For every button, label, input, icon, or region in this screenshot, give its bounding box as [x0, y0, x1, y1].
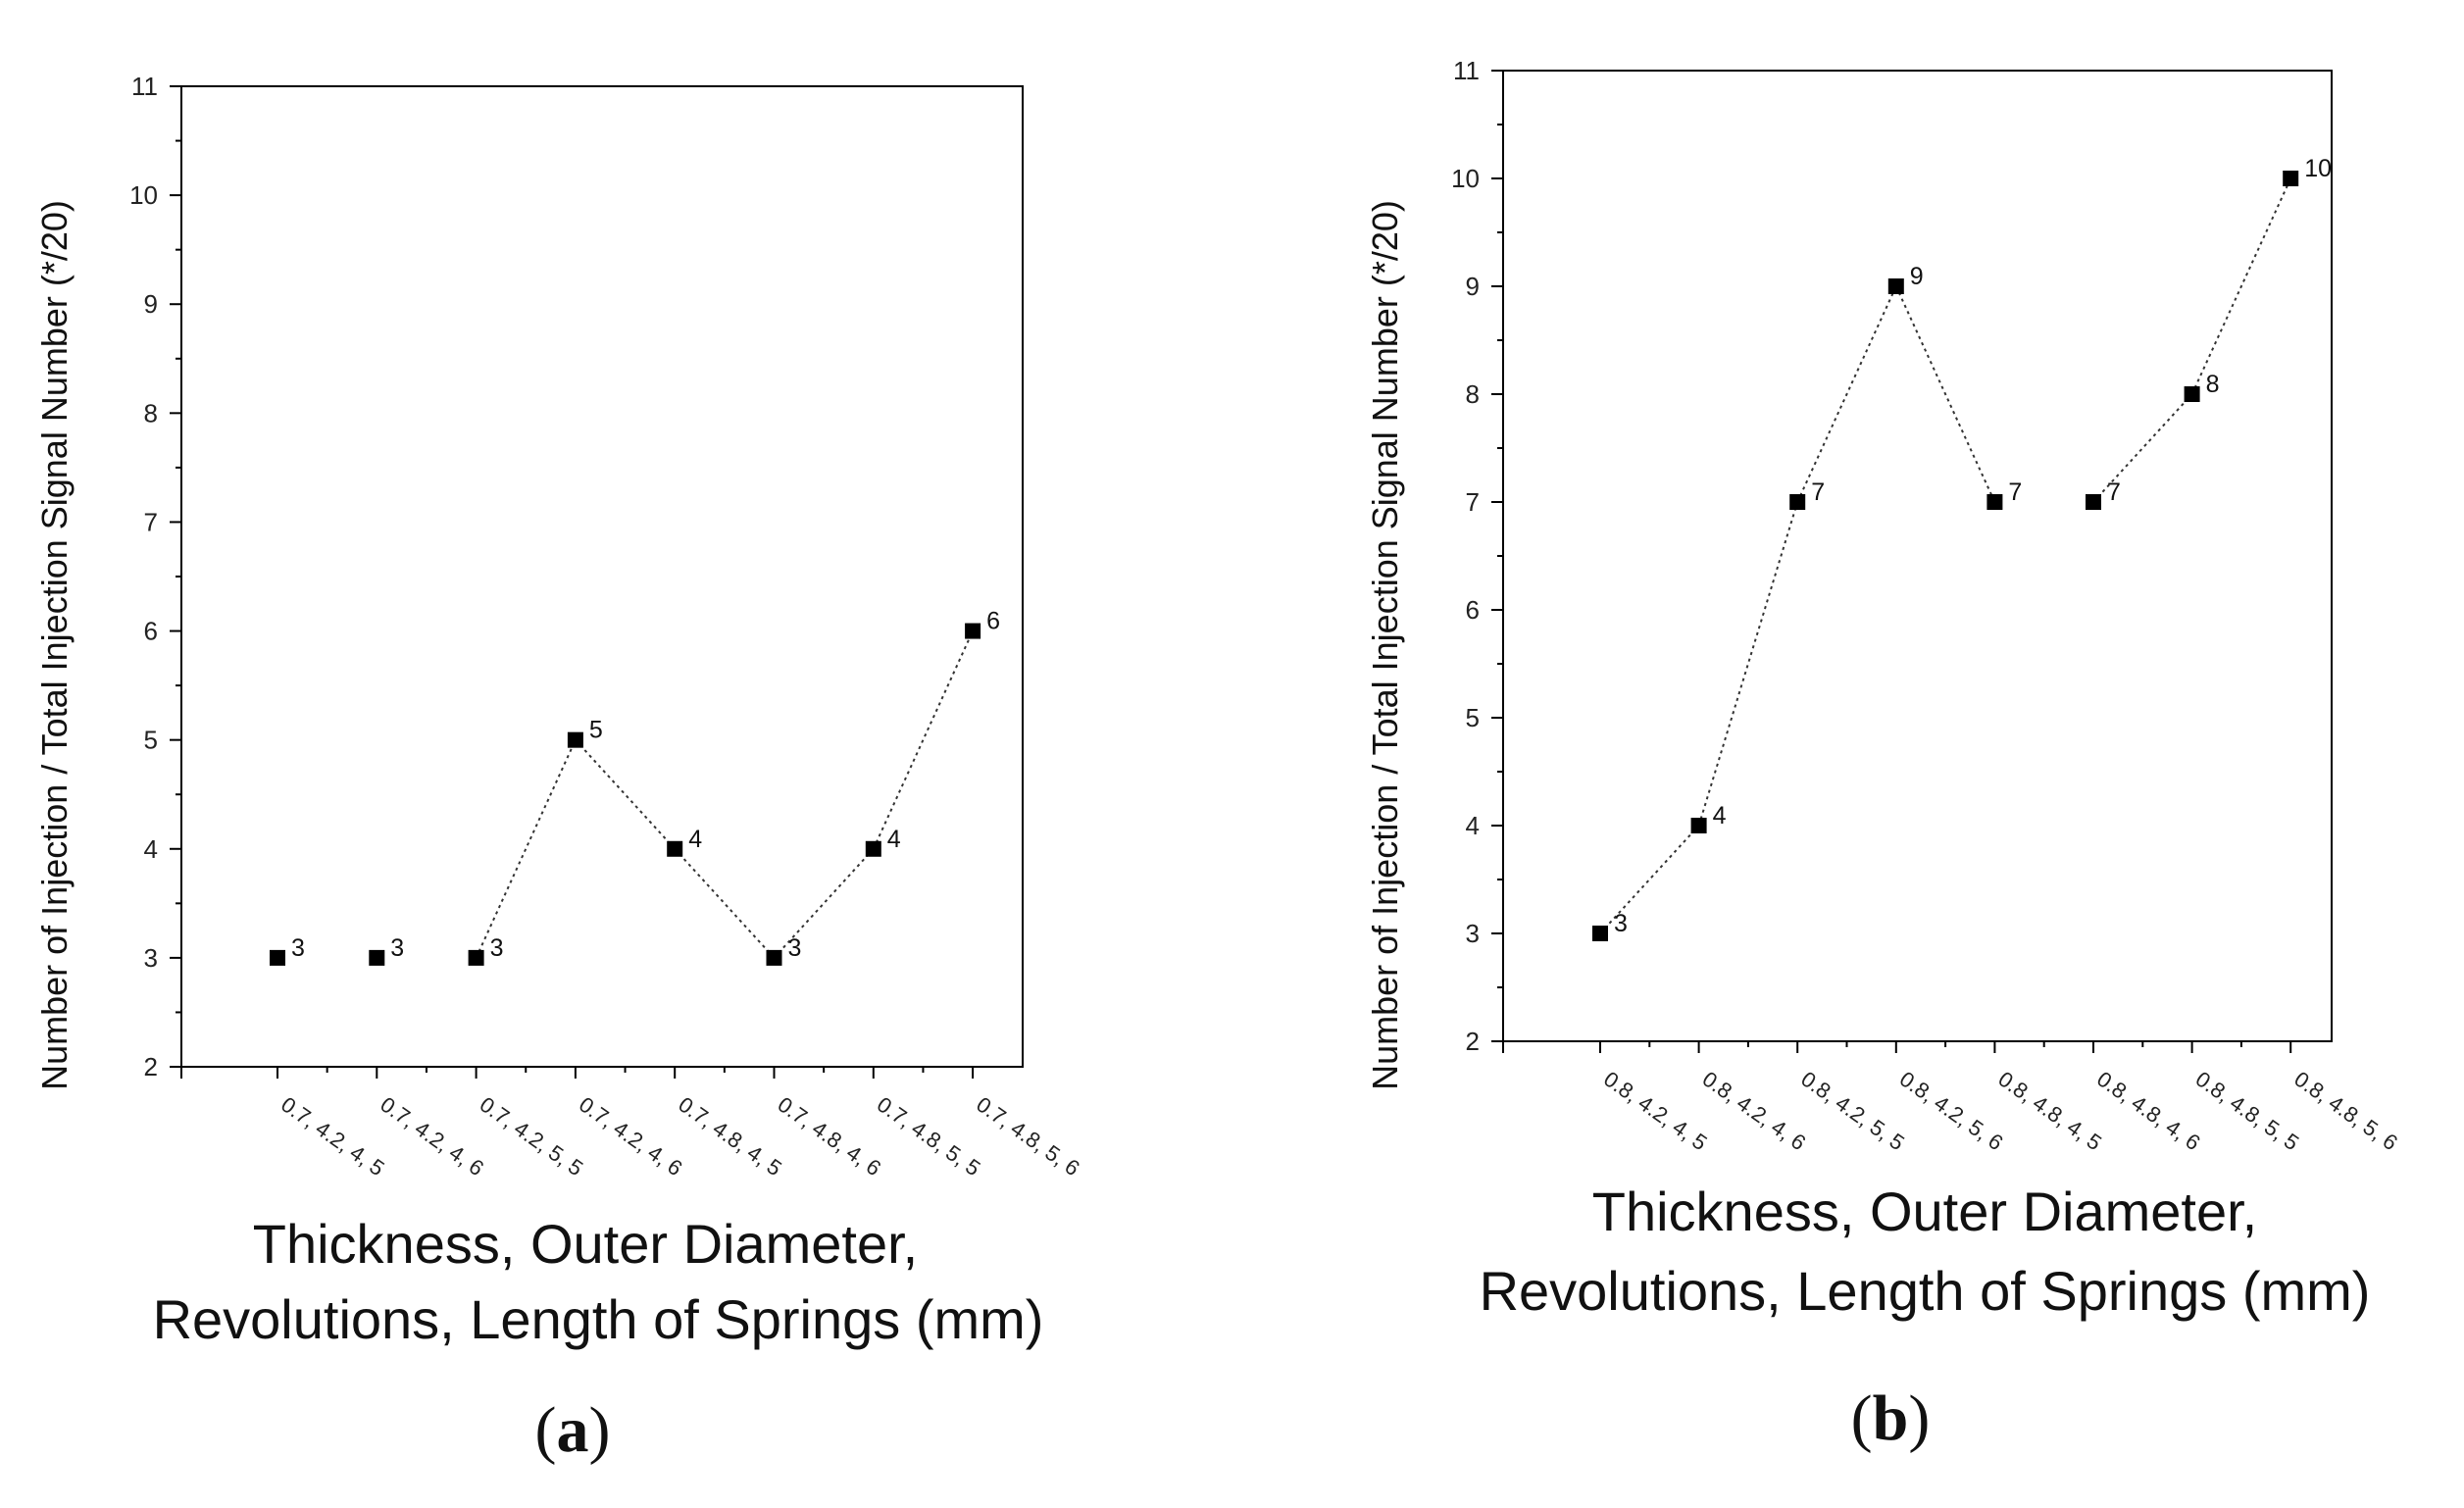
series-line-segment	[674, 848, 776, 959]
series-line-segment	[1796, 285, 1897, 503]
data-label: 4	[1713, 802, 1727, 829]
y-tick-label: 9	[144, 289, 158, 319]
y-tick-label: 3	[144, 943, 158, 973]
y-axis-label: Number of Injection / Total Injection Si…	[1365, 200, 1405, 1090]
x-tick-label: 0.8, 4.2, 4, 6	[1698, 1067, 1811, 1156]
y-tick-label: 6	[1466, 595, 1480, 625]
y-axis-label: Number of Injection / Total Injection Si…	[34, 200, 75, 1090]
x-axis-label-line-1: Thickness, Outer Diameter,	[1592, 1181, 2257, 1242]
x-tick-label: 0.8, 4.8, 4, 5	[1994, 1067, 2107, 1156]
y-tick-label: 11	[1453, 56, 1480, 85]
data-label: 9	[1910, 263, 1924, 290]
y-tick-label: 2	[1466, 1027, 1480, 1056]
y-tick-label: 11	[131, 72, 158, 101]
series-line-segment	[575, 738, 676, 850]
data-point-marker	[1592, 926, 1608, 941]
chart-panel-b: 2 3 4 5 6 7 8 9 10 11 0.8, 4.2, 4, 50.8, 4.2, 4, 6…	[1365, 56, 2402, 1454]
y-tick-label: 6	[144, 617, 158, 646]
y-tick-label: 2	[144, 1052, 158, 1081]
plot-frame	[1502, 70, 2333, 1042]
data-point-marker	[1789, 494, 1806, 510]
data-point-marker	[567, 731, 583, 748]
data-label: 7	[2107, 478, 2121, 506]
y-tick-label: 4	[1466, 811, 1480, 840]
data-label: 3	[390, 934, 404, 962]
data-point-marker	[1986, 494, 2003, 510]
x-axis-label-line-2: Revolutions, Length of Springs (mm)	[153, 1288, 1044, 1350]
data-point-marker	[2283, 171, 2299, 186]
data-label: 5	[589, 717, 603, 744]
y-tick-label: 8	[144, 398, 158, 427]
plot-frame	[180, 85, 1024, 1068]
x-tick-label: 0.7, 4.2, 4, 5	[277, 1092, 389, 1181]
data-point-marker	[766, 949, 782, 966]
data-point-marker	[865, 840, 881, 857]
x-tick-label: 0.7, 4.8, 4, 5	[674, 1092, 786, 1181]
x-tick-label: 0.7, 4.2, 4, 6	[575, 1092, 687, 1181]
caption-open-paren: (	[1851, 1382, 1873, 1454]
data-point-marker	[468, 949, 484, 966]
data-point-marker	[667, 840, 683, 857]
caption-letter: b	[1873, 1382, 1909, 1454]
x-tick-label: 0.8, 4.8, 5, 5	[2191, 1067, 2304, 1156]
y-tick-label: 8	[1466, 379, 1480, 409]
data-label: 10	[2304, 155, 2332, 182]
x-axis-label-line-1: Thickness, Outer Diameter,	[253, 1213, 918, 1275]
y-tick-label: 7	[1466, 487, 1480, 517]
caption-letter: a	[557, 1394, 589, 1466]
y-tick-label: 7	[144, 507, 158, 536]
series-line-segment	[1894, 285, 1996, 503]
data-point-marker	[1690, 818, 1707, 833]
caption-close-paren: )	[589, 1394, 611, 1466]
data-label: 3	[1614, 910, 1628, 937]
caption-close-paren: )	[1908, 1382, 1930, 1454]
y-tick-label: 10	[1451, 164, 1480, 193]
x-axis-label-line-2: Revolutions, Length of Springs (mm)	[1480, 1260, 2371, 1322]
x-tick-label: 0.7, 4.2, 4, 6	[376, 1092, 488, 1181]
data-label: 7	[2008, 478, 2022, 506]
data-point-marker	[369, 949, 385, 966]
data-point-marker	[965, 623, 981, 639]
series-line-segment	[2190, 177, 2292, 395]
y-tick-label: 9	[1466, 272, 1480, 301]
data-point-marker	[2184, 386, 2200, 402]
series-line-segment	[475, 739, 577, 959]
y-tick-label: 5	[144, 726, 158, 755]
x-tick-label: 0.7, 4.2, 5, 5	[476, 1092, 588, 1181]
data-point-marker	[270, 949, 285, 966]
y-tick-label: 3	[1466, 919, 1480, 948]
series-line-segment	[872, 630, 975, 850]
series-line-segment	[1697, 501, 1799, 827]
data-label: 8	[2206, 371, 2220, 398]
panel-caption: (b)	[1851, 1382, 1931, 1454]
x-tick-label: 0.7, 4.8, 5, 6	[972, 1092, 1084, 1181]
y-tick-label: 4	[144, 834, 158, 864]
data-label: 6	[986, 608, 1000, 635]
x-tick-label: 0.7, 4.8, 5, 5	[873, 1092, 985, 1181]
data-point-marker	[2086, 494, 2101, 510]
data-label: 3	[291, 934, 305, 962]
data-point-marker	[1887, 278, 1904, 294]
panel-caption: (a)	[535, 1394, 611, 1466]
x-tick-label: 0.7, 4.8, 4, 6	[774, 1092, 886, 1181]
data-label: 3	[490, 934, 504, 962]
x-tick-label: 0.8, 4.8, 4, 6	[2092, 1067, 2205, 1156]
caption-open-paren: (	[535, 1394, 557, 1466]
data-label: 4	[688, 826, 702, 853]
y-tick-label: 10	[129, 180, 158, 210]
y-tick-label: 5	[1466, 703, 1480, 732]
data-label: 4	[887, 826, 901, 853]
x-tick-label: 0.8, 4.2, 5, 6	[1895, 1067, 2008, 1156]
data-label: 7	[1811, 478, 1825, 506]
x-tick-label: 0.8, 4.2, 4, 5	[1599, 1067, 1712, 1156]
x-tick-label: 0.8, 4.2, 5, 5	[1796, 1067, 1909, 1156]
data-label: 3	[788, 934, 802, 962]
x-tick-label: 0.8, 4.8, 5, 6	[2289, 1067, 2402, 1156]
